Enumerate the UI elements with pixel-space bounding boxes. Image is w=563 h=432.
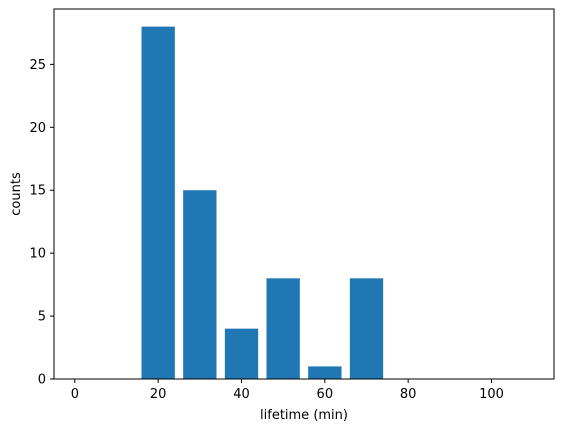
y-tick-label: 25 (29, 58, 46, 73)
y-tick-label: 10 (29, 247, 46, 262)
y-axis-label: counts (9, 172, 24, 216)
x-axis-label: lifetime (min) (260, 408, 348, 423)
x-tick-label: 0 (71, 387, 79, 402)
y-tick-label: 20 (29, 121, 46, 136)
bars-group (141, 26, 384, 379)
y-tick-label: 0 (38, 373, 46, 388)
y-tick-label: 5 (38, 310, 46, 325)
plot-frame (53, 8, 555, 380)
x-tick-label: 40 (233, 387, 250, 402)
y-tick-label: 15 (29, 184, 46, 199)
bar-2 (141, 26, 175, 379)
y-axis-ticks: 0 5 10 15 20 25 (29, 58, 54, 388)
x-tick-label: 20 (150, 387, 167, 402)
x-axis-ticks: 0 20 40 60 80 100 (71, 379, 504, 402)
x-tick-label: 60 (317, 387, 334, 402)
bar-7 (349, 278, 384, 379)
bar-3 (183, 190, 217, 379)
bar-6 (308, 366, 342, 379)
bar-5 (266, 278, 300, 379)
x-tick-label: 80 (400, 387, 417, 402)
bar-4 (224, 328, 259, 379)
x-tick-label: 100 (479, 387, 504, 402)
